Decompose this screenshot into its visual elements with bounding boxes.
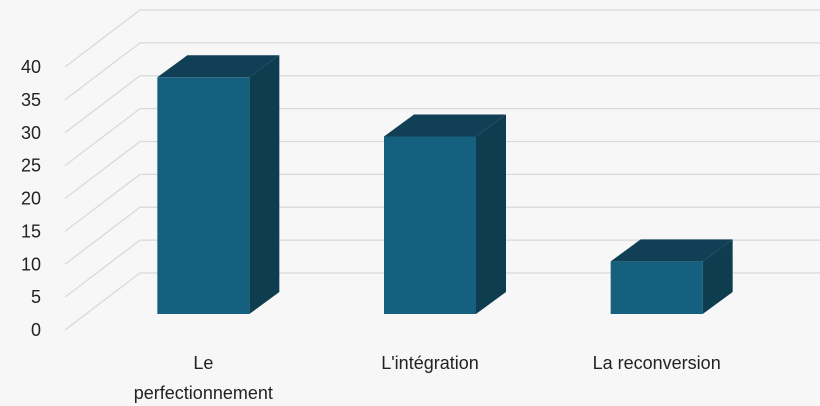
gridline (64, 239, 820, 298)
y-tick-label: 35 (21, 90, 41, 110)
gridlines (64, 9, 820, 331)
y-tick-label: 25 (21, 156, 41, 176)
gridline (64, 140, 820, 200)
gridline (64, 9, 820, 68)
y-tick-label: 5 (31, 287, 41, 307)
x-category-label: La reconversion (593, 353, 721, 373)
bar-top (157, 55, 280, 78)
gridline (64, 42, 820, 101)
gridline (64, 75, 820, 134)
y-tick-label: 40 (21, 57, 41, 77)
bar-top (610, 239, 733, 262)
bar-side (249, 55, 280, 315)
y-axis-ticks: 0 5 10 15 20 25 30 35 40 (21, 57, 41, 340)
gridline (64, 206, 820, 265)
x-axis-labels: Le perfectionnement L'intégration La reconv… (134, 353, 721, 403)
bars (157, 55, 733, 315)
bar-side (702, 239, 733, 314)
gridline (64, 173, 820, 232)
bar-front (157, 77, 250, 314)
y-tick-label: 10 (21, 254, 41, 274)
gridline (64, 107, 820, 167)
bar-top (384, 114, 506, 137)
bar (384, 114, 506, 314)
x-category-label: L'intégration (381, 353, 479, 373)
gridline (64, 272, 820, 331)
y-tick-label: 15 (21, 221, 41, 241)
x-category-label: Le perfectionnement (134, 353, 273, 403)
y-tick-label: 30 (21, 123, 41, 143)
bar (610, 239, 733, 314)
y-tick-label: 20 (21, 189, 41, 209)
bar (157, 55, 280, 315)
bar-front (384, 136, 476, 314)
bar-side (476, 114, 506, 314)
y-tick-label: 0 (31, 320, 41, 340)
bar-front (610, 261, 703, 314)
